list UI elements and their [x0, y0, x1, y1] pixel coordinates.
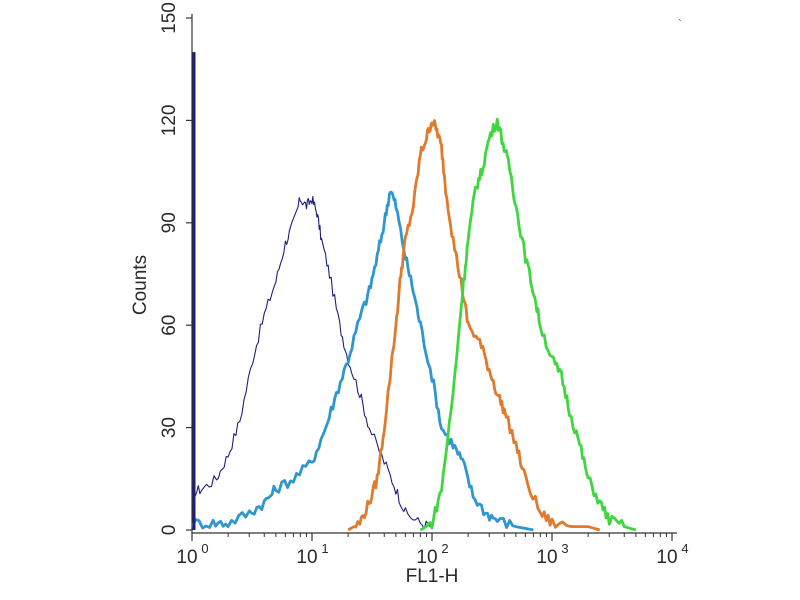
y-tick-label-150: 150: [159, 2, 180, 34]
x-tick-exponent-1000: 3: [561, 541, 568, 556]
series-line-3: [347, 119, 601, 532]
y-tick-label-120: 120: [159, 105, 180, 137]
corner-mark: `: [678, 17, 682, 31]
x-tick-label-1: 10: [176, 547, 197, 568]
x-axis-label: FL1-H: [406, 566, 459, 587]
series-group: [190, 52, 637, 532]
y-axis-label: Counts: [130, 255, 151, 315]
y-tick-label-30: 30: [159, 417, 180, 438]
y-axis-ticks: 0 30 60 90 120 150: [159, 2, 192, 535]
x-axis-ticks: 10 0 10 1 10 2 10 3 10 4: [176, 533, 689, 568]
y-tick-label-60: 60: [159, 315, 180, 336]
y-tick-label-0: 0: [159, 525, 180, 536]
x-tick-label-1000: 10: [536, 547, 557, 568]
x-tick-label-100: 10: [416, 547, 437, 568]
x-tick-label-10000: 10: [656, 547, 677, 568]
x-tick-exponent-1: 0: [201, 541, 208, 556]
x-tick-exponent-10000: 4: [681, 541, 688, 556]
x-tick-label-10: 10: [296, 547, 317, 568]
series-line-4: [419, 117, 637, 532]
series-line-1: [191, 195, 432, 530]
x-tick-exponent-10: 1: [321, 541, 328, 556]
x-tick-exponent-100: 2: [441, 541, 448, 556]
series-line-2: [190, 190, 534, 532]
plot-area: 0 30 60 90 120 150 10 0 10 1 10 2 10 3 10 4: [159, 2, 689, 568]
y-tick-label-90: 90: [159, 212, 180, 233]
